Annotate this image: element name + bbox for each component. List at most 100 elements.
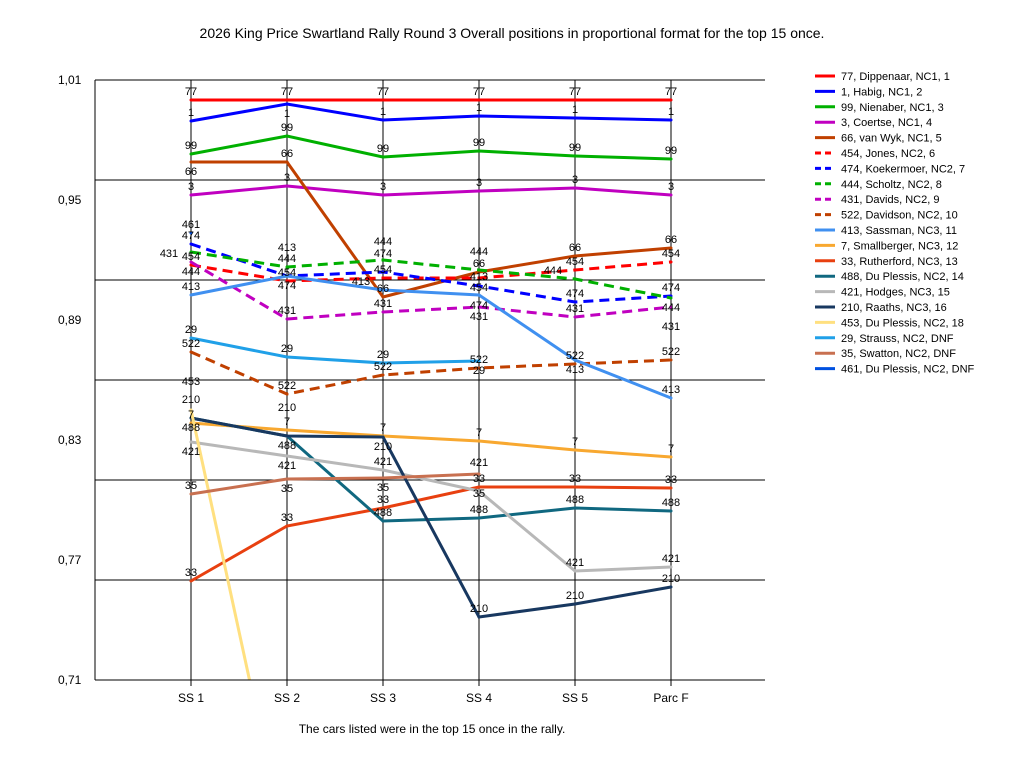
data-point-474 [477, 284, 481, 288]
x-tick-label: SS 3 [370, 691, 396, 705]
point-label: 454 [662, 248, 680, 260]
data-point-454 [477, 276, 481, 280]
point-label: 488 [470, 504, 488, 516]
data-point-453 [189, 408, 193, 412]
legend-entry: 77, Dippenaar, NC1, 1 [841, 71, 950, 83]
data-point-77 [381, 98, 385, 102]
data-point-66 [381, 295, 385, 299]
data-point-29 [189, 336, 193, 340]
point-label: 444 [182, 266, 200, 278]
data-point-461 [189, 231, 193, 235]
data-point-33 [573, 485, 577, 489]
data-point-33 [669, 486, 673, 490]
data-point-99 [189, 152, 193, 156]
point-label: 29 [377, 349, 389, 361]
point-label: 522 [662, 346, 680, 358]
point-label: 1 [668, 106, 674, 118]
legend-entry: 522, Davidson, NC2, 10 [841, 210, 958, 222]
point-label: 3 [572, 174, 578, 186]
point-label: 431 [662, 321, 680, 333]
point-label: 1 [572, 104, 578, 116]
data-point-444 [669, 296, 673, 300]
data-point-431 [381, 310, 385, 314]
data-point-33 [285, 524, 289, 528]
data-point-33 [477, 485, 481, 489]
point-label: 421 [182, 446, 200, 458]
data-point-421 [285, 454, 289, 458]
legend-entry: 66, van Wyk, NC1, 5 [841, 133, 942, 145]
data-point-522 [285, 392, 289, 396]
data-point-210 [477, 615, 481, 619]
point-label: 431 [374, 298, 392, 310]
data-point-431 [669, 305, 673, 309]
data-point-210 [381, 435, 385, 439]
x-tick-label: SS 4 [466, 691, 492, 705]
data-point-3 [285, 184, 289, 188]
data-point-421 [669, 565, 673, 569]
series-line-29 [190, 336, 480, 365]
data-point-421 [573, 569, 577, 573]
data-point-35 [189, 492, 193, 496]
data-point-66 [285, 160, 289, 164]
point-label: 66 [281, 148, 293, 160]
data-point-454 [573, 268, 577, 272]
data-point-1 [189, 119, 193, 123]
data-point-421 [477, 489, 481, 493]
series-line-7 [190, 421, 672, 459]
data-point-444 [189, 250, 193, 254]
data-point-474 [381, 270, 385, 274]
point-label: 210 [374, 441, 392, 453]
data-point-444 [477, 268, 481, 272]
point-label: 421 [566, 557, 584, 569]
data-point-444 [285, 265, 289, 269]
x-tick-label: Parc F [653, 691, 688, 705]
data-point-7 [477, 439, 481, 443]
legend-entry: 421, Hodges, NC3, 15 [841, 287, 950, 299]
point-label: 35 [281, 483, 293, 495]
data-point-488 [669, 509, 673, 513]
point-label: 474 [278, 280, 296, 292]
data-point-210 [285, 434, 289, 438]
data-point-1 [477, 114, 481, 118]
series-line-488 [190, 416, 672, 523]
point-label: 454 [278, 267, 296, 279]
point-label: 421 [278, 460, 296, 472]
point-label: 33 [281, 512, 293, 524]
point-label: 431 [566, 303, 584, 315]
data-point-77 [477, 98, 481, 102]
point-label: 210 [662, 573, 680, 585]
data-point-210 [669, 585, 673, 589]
data-point-3 [381, 193, 385, 197]
point-label: 99 [665, 145, 677, 157]
data-point-99 [573, 154, 577, 158]
point-label: 488 [182, 422, 200, 434]
point-label: 522 [470, 354, 488, 366]
point-label: 474 [182, 230, 200, 242]
point-label: 33 [185, 567, 197, 579]
data-point-29 [381, 361, 385, 365]
data-point-522 [189, 350, 193, 354]
point-label: 77 [185, 86, 197, 98]
point-label: 488 [278, 440, 296, 452]
data-point-421 [381, 468, 385, 472]
point-label: 66 [185, 166, 197, 178]
series-line-453 [189, 409, 251, 681]
point-label: 444 [278, 253, 296, 265]
data-point-3 [573, 186, 577, 190]
data-point-454 [381, 276, 385, 280]
y-tick-label: 0,71 [58, 673, 82, 687]
data-point-99 [477, 149, 481, 153]
data-point-431 [573, 315, 577, 319]
data-point-35 [477, 472, 481, 476]
point-label: 413 [352, 276, 370, 288]
data-point-3 [189, 193, 193, 197]
point-label: 444 [662, 302, 680, 314]
data-point-3 [669, 193, 673, 197]
x-axis-label: The cars listed were in the top 15 once … [299, 722, 566, 736]
point-label: 488 [566, 494, 584, 506]
point-label: 444 [470, 246, 488, 258]
point-label: 431 [160, 248, 178, 260]
point-label: 3 [188, 181, 194, 193]
series-line-474 [190, 242, 672, 304]
